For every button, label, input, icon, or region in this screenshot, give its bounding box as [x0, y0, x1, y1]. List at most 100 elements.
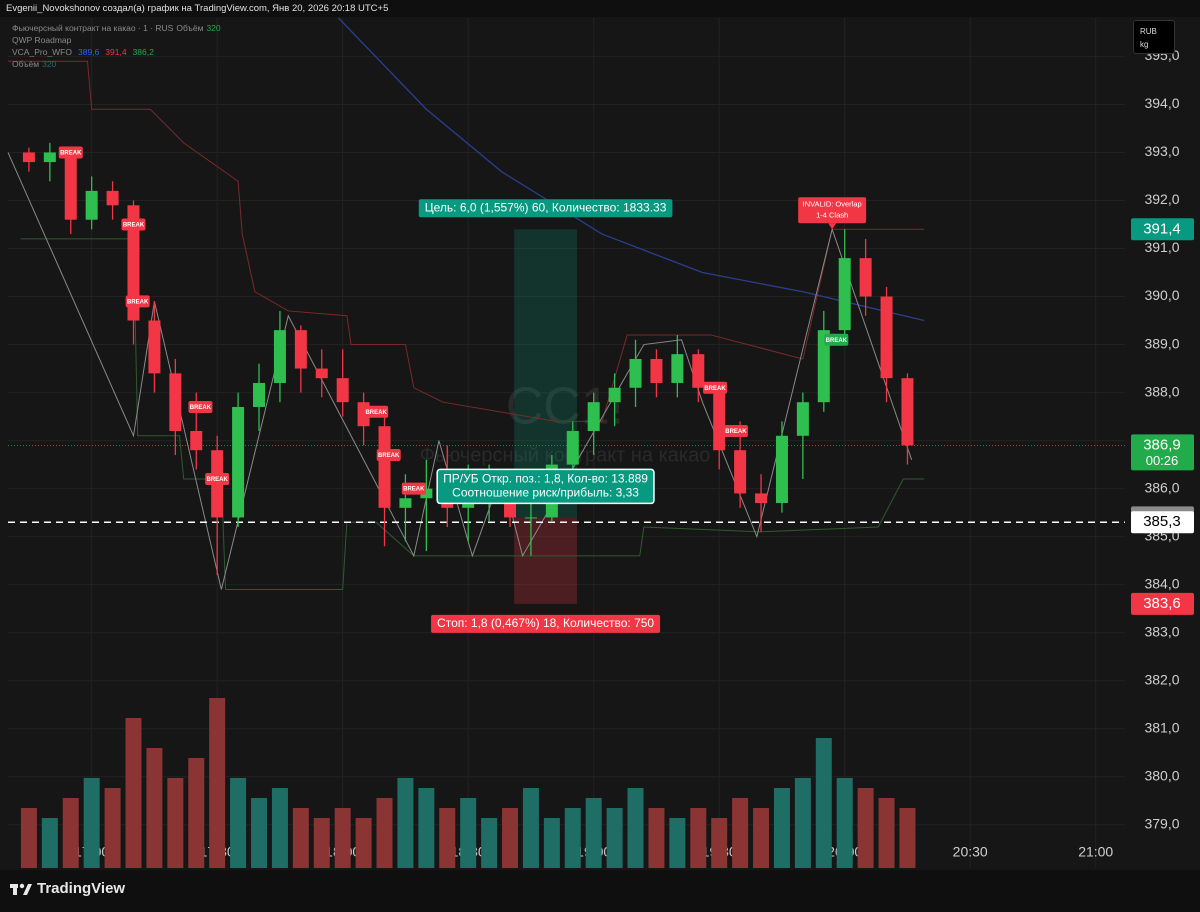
- position-stop-zone: [514, 517, 577, 604]
- break-label: BREAK: [123, 223, 145, 229]
- candle-body: [64, 152, 77, 220]
- volume-value: 320: [206, 23, 221, 33]
- price-tag: [1131, 511, 1194, 534]
- y-tick-label: 380,0: [1144, 767, 1179, 783]
- candle-body: [755, 493, 768, 504]
- volume-bar: [899, 808, 916, 868]
- candle-body: [775, 435, 788, 504]
- volume-bar: [564, 808, 581, 868]
- invalid-label: 1-4 Clash: [816, 210, 848, 219]
- candle-body: [315, 368, 328, 379]
- legend: Фьючерсный контракт на какао · 1 · RUS Об…: [12, 22, 224, 70]
- stop-label-box: [431, 614, 661, 633]
- volume-bar: [167, 778, 184, 868]
- volume-bar: [104, 788, 121, 868]
- volume-bar: [146, 748, 163, 868]
- invalid-label-box: [798, 197, 867, 224]
- volume-bar: [439, 808, 456, 868]
- volume-bar: [230, 778, 247, 868]
- volume-bar: [878, 798, 895, 868]
- volume-bar: [585, 798, 602, 868]
- position-info-box: [436, 468, 655, 505]
- candle-body: [838, 258, 851, 331]
- volume-bar: [313, 818, 330, 868]
- candle-body: [127, 205, 140, 321]
- indicator-values: 389,6 391,4 386,2: [75, 47, 157, 57]
- candle-body: [232, 406, 245, 518]
- volume-bar: [83, 778, 100, 868]
- price-tag: [1131, 218, 1194, 241]
- y-tick-label: 382,0: [1144, 671, 1179, 687]
- break-label: BREAK: [127, 299, 149, 305]
- upper-band: [8, 60, 925, 422]
- y-tick-label: 390,0: [1144, 287, 1179, 303]
- break-label: BREAK: [826, 338, 848, 344]
- volume-bar: [711, 818, 728, 868]
- candle-body: [713, 387, 726, 451]
- indicator-name: Объём: [12, 59, 40, 69]
- candle-body: [294, 330, 307, 369]
- footer-logo: TradingView: [37, 880, 126, 897]
- volume-bar: [669, 818, 686, 868]
- footer[interactable]: TradingView: [10, 880, 125, 897]
- break-label-box: [205, 473, 230, 486]
- y-tick-label: 393,0: [1144, 143, 1179, 159]
- break-label: BREAK: [403, 487, 425, 493]
- position-info: Соотношение риск/прибыль: 3,33: [452, 486, 639, 500]
- currency-box[interactable]: RUB kg: [1133, 20, 1175, 54]
- candle-body: [901, 378, 914, 446]
- volume-bar: [376, 798, 393, 868]
- break-label: BREAK: [378, 453, 400, 459]
- candle-body: [817, 330, 830, 403]
- indicator[interactable]: Объём 320: [12, 58, 224, 70]
- break-label-box: [723, 424, 748, 437]
- indicator[interactable]: VCA_Pro_WFO 389,6 391,4 386,2: [12, 46, 224, 58]
- indicator-name: QWP Roadmap: [12, 35, 72, 45]
- break-label-box: [125, 295, 150, 308]
- candle-body: [399, 498, 412, 508]
- break-label-box: [401, 482, 426, 495]
- price-tag: [1131, 592, 1194, 615]
- break-label-box: [58, 146, 83, 159]
- y-tick-label: 391,0: [1144, 239, 1179, 255]
- y-tick-label: 392,0: [1144, 191, 1179, 207]
- price-tag-label: 391,4: [1143, 220, 1181, 237]
- moving-average: [338, 17, 925, 322]
- volume-bar: [836, 778, 853, 868]
- volume-label: Объём: [176, 23, 204, 33]
- candle-body: [22, 152, 35, 163]
- indicator-value: 320: [42, 59, 57, 69]
- y-tick-label: 389,0: [1144, 335, 1179, 351]
- candle-body: [43, 152, 56, 163]
- volume-bar: [857, 788, 874, 868]
- indicator[interactable]: QWP Roadmap: [12, 34, 224, 46]
- price-tag-label: 383,6: [1143, 595, 1181, 612]
- x-tick-label: 20:30: [953, 844, 988, 860]
- candle-body: [420, 488, 433, 499]
- currency: RUB: [1140, 27, 1157, 36]
- price-tag-label: 386,9: [1143, 436, 1181, 453]
- volume-bar: [355, 818, 372, 868]
- target-label-box: [418, 199, 673, 218]
- indicator-value: 389,6: [78, 47, 100, 57]
- break-label: BREAK: [725, 429, 747, 435]
- watermark-name: Фьючерсный контракт на какао: [420, 444, 711, 466]
- break-label-box: [188, 400, 213, 413]
- candle-body: [587, 402, 600, 431]
- volume-bar: [648, 808, 665, 868]
- volume-bar: [753, 808, 770, 868]
- candle-body: [650, 358, 663, 383]
- logo-icon: [10, 883, 32, 895]
- volume-bar: [20, 808, 37, 868]
- candle-body: [336, 378, 349, 403]
- volume-bar: [62, 798, 79, 868]
- volume-bar: [502, 808, 519, 868]
- y-tick-label: 384,0: [1144, 575, 1179, 591]
- y-tick-label: 383,0: [1144, 623, 1179, 639]
- break-label-box: [376, 449, 401, 462]
- bottom-bar: [0, 870, 1200, 912]
- volume-bar: [209, 698, 226, 868]
- candle-body: [734, 450, 747, 494]
